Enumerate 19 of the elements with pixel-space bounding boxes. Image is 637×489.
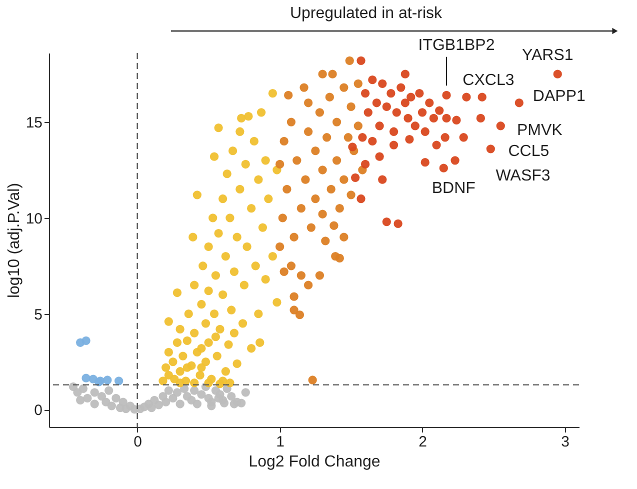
y-tick-label: 15 [26, 114, 42, 132]
x-tick-label: 0 [134, 434, 142, 450]
y-axis-title: log10 (adj.P.Val) [6, 182, 23, 298]
text: Upregulated in at-risk [290, 5, 444, 22]
y-tick-label: 0 [34, 402, 42, 420]
annotation: BDNF [432, 180, 476, 198]
annotation: YARS1 [522, 47, 574, 64]
x-tick-label: 1 [276, 434, 284, 450]
y-tick-label: 10 [26, 210, 42, 228]
annotation: PMVK [516, 122, 563, 139]
annotation: WASF3 [496, 167, 550, 184]
annotation: CXCL3 [462, 72, 514, 90]
x-tick-label: 2 [418, 434, 427, 450]
x-tick-label: 3 [561, 434, 570, 450]
y-tick-label: 5 [34, 306, 42, 324]
annotation: CCL5 [508, 142, 550, 160]
annotation: ITGB1BP2 [418, 37, 495, 54]
annotation: DAPP1 [532, 88, 586, 105]
x-axis-title: Log2 Fold Change [248, 454, 380, 470]
